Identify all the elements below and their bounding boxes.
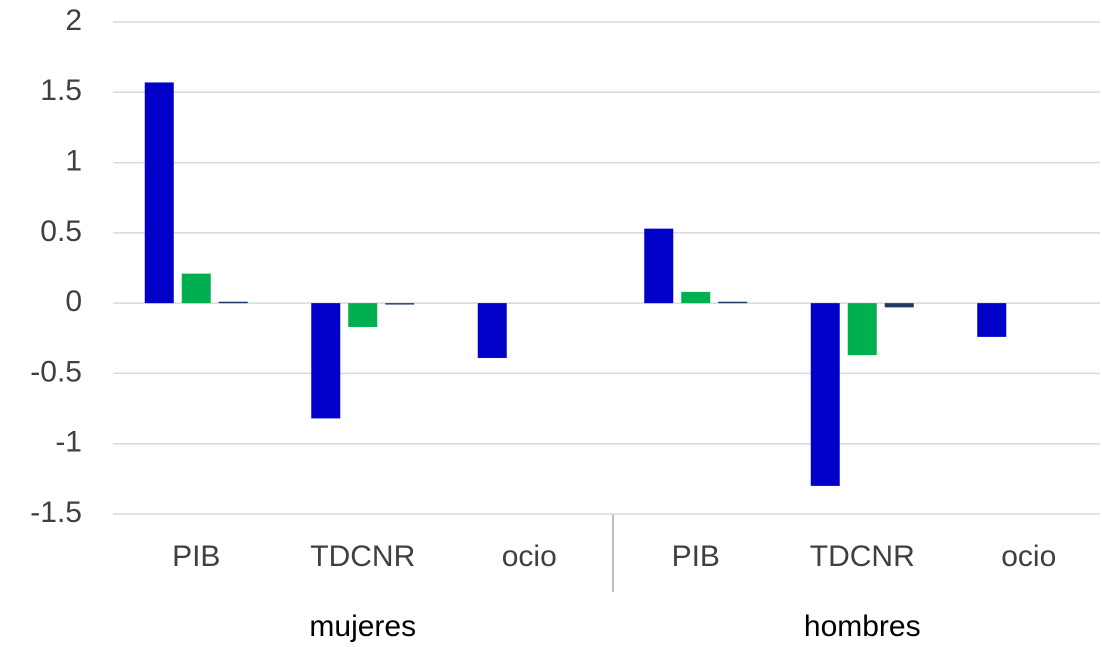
x-tick-label: PIB [172,540,220,573]
x-tick-label: ocio [502,540,557,573]
y-tick-label: 2 [65,4,82,37]
x-tick-label: ocio [1001,540,1056,573]
y-tick-label: -1.5 [30,496,82,529]
bar [681,291,711,304]
bar [847,303,877,356]
bar [144,82,174,304]
y-tick-label: 0.5 [40,215,82,248]
bar [810,303,840,486]
group-label: mujeres [309,610,416,643]
bar [977,303,1007,337]
bar [311,303,341,419]
x-tick-label: TDCNR [810,540,915,573]
bar [348,303,378,328]
bar [218,301,248,304]
bar [181,273,211,304]
bar [884,303,914,308]
bar [644,228,674,304]
y-tick-label: 1.5 [40,74,82,107]
x-tick-label: TDCNR [310,540,415,573]
bar [385,303,415,305]
y-tick-label: 0 [65,285,82,318]
y-tick-label: 1 [65,144,82,177]
x-tick-label: PIB [672,540,720,573]
bar [718,301,748,304]
y-tick-label: -1 [55,426,82,459]
y-tick-label: -0.5 [30,355,82,388]
group-label: hombres [804,610,921,643]
bar [477,303,507,358]
